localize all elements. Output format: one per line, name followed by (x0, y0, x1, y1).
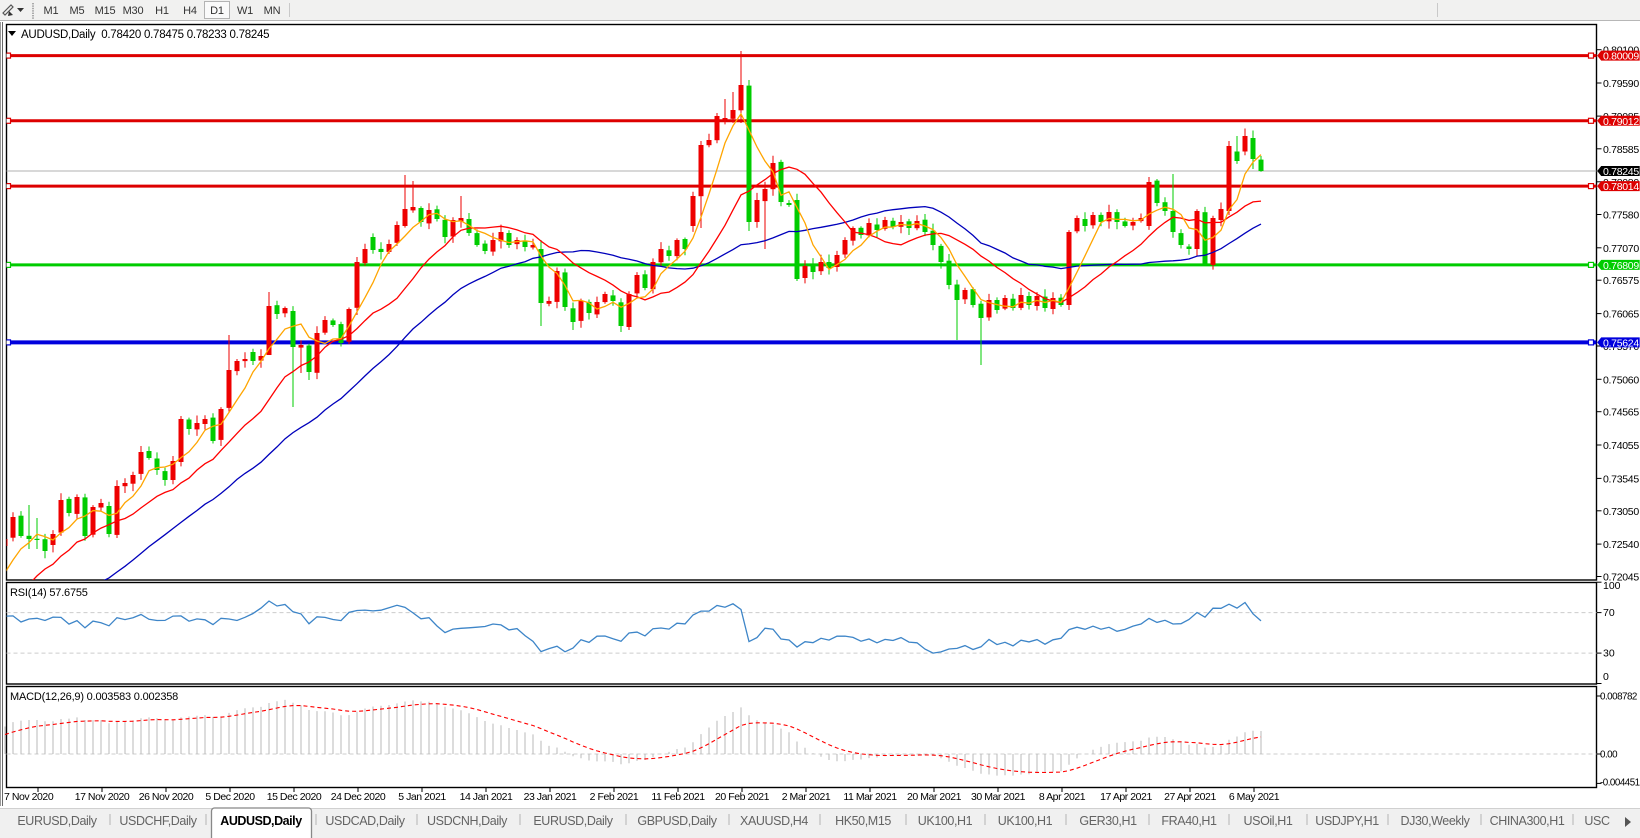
svg-text:UK100,H1: UK100,H1 (918, 814, 973, 828)
svg-text:23 Jan 2021: 23 Jan 2021 (524, 791, 577, 803)
svg-text:HK50,M15: HK50,M15 (835, 814, 891, 828)
svg-text:0.74055: 0.74055 (1603, 440, 1639, 452)
svg-text:30: 30 (1603, 648, 1615, 660)
svg-text:17 Apr 2021: 17 Apr 2021 (1100, 791, 1152, 803)
svg-text:30 Mar 2021: 30 Mar 2021 (971, 791, 1026, 803)
svg-text:0.008782: 0.008782 (1600, 692, 1637, 703)
svg-text:EURUSD,Daily: EURUSD,Daily (533, 814, 613, 828)
svg-text:MN: MN (264, 5, 281, 17)
svg-text:USC: USC (1584, 814, 1610, 828)
svg-text:M5: M5 (70, 5, 85, 17)
svg-text:GBPUSD,Daily: GBPUSD,Daily (637, 814, 717, 828)
svg-text:17 Nov 2020: 17 Nov 2020 (75, 791, 130, 803)
svg-text:24 Dec 2020: 24 Dec 2020 (331, 791, 386, 803)
svg-text:0.77580: 0.77580 (1603, 210, 1639, 222)
svg-text:H4: H4 (183, 5, 197, 17)
svg-text:0.76575: 0.76575 (1603, 275, 1639, 287)
svg-text:UK100,H1: UK100,H1 (998, 814, 1053, 828)
svg-text:6 May 2021: 6 May 2021 (1229, 791, 1280, 803)
svg-text:MACD(12,26,9) 0.003583 0.00235: MACD(12,26,9) 0.003583 0.002358 (10, 691, 178, 703)
svg-text:0.73050: 0.73050 (1603, 506, 1639, 518)
svg-text:7 Nov 2020: 7 Nov 2020 (4, 791, 54, 803)
svg-text:8 Apr 2021: 8 Apr 2021 (1039, 791, 1086, 803)
svg-text:0.76065: 0.76065 (1603, 309, 1639, 321)
svg-text:M1: M1 (44, 5, 59, 17)
svg-text:AUDUSD,Daily: AUDUSD,Daily (220, 814, 302, 828)
svg-text:5 Dec 2020: 5 Dec 2020 (205, 791, 255, 803)
svg-text:15 Dec 2020: 15 Dec 2020 (267, 791, 322, 803)
svg-text:0.73545: 0.73545 (1603, 473, 1639, 485)
svg-text:CHINA300,H1: CHINA300,H1 (1490, 814, 1565, 828)
svg-text:0.80009: 0.80009 (1603, 51, 1639, 63)
svg-text:0.78014: 0.78014 (1603, 181, 1639, 193)
svg-text:0: 0 (1603, 671, 1609, 683)
svg-text:0.75624: 0.75624 (1603, 337, 1639, 349)
svg-text:FRA40,H1: FRA40,H1 (1161, 814, 1217, 828)
svg-text:0.76809: 0.76809 (1603, 260, 1639, 272)
svg-text:27 Apr 2021: 27 Apr 2021 (1164, 791, 1216, 803)
svg-text:-0.004451: -0.004451 (1600, 778, 1640, 789)
svg-text:2 Feb 2021: 2 Feb 2021 (590, 791, 639, 803)
svg-text:0.74565: 0.74565 (1603, 407, 1639, 419)
svg-text:26 Nov 2020: 26 Nov 2020 (139, 791, 194, 803)
svg-text:0.00: 0.00 (1600, 750, 1618, 761)
svg-text:14 Jan 2021: 14 Jan 2021 (460, 791, 513, 803)
svg-text:0.79012: 0.79012 (1603, 116, 1639, 128)
svg-text:11 Feb 2021: 11 Feb 2021 (651, 791, 705, 803)
svg-text:5 Jan 2021: 5 Jan 2021 (398, 791, 446, 803)
svg-text:USDCNH,Daily: USDCNH,Daily (427, 814, 508, 828)
svg-text:M15: M15 (95, 5, 116, 17)
svg-text:EURUSD,Daily: EURUSD,Daily (17, 814, 97, 828)
svg-text:0.72540: 0.72540 (1603, 539, 1639, 551)
svg-text:0.78585: 0.78585 (1603, 144, 1639, 156)
svg-text:0.78245: 0.78245 (1603, 166, 1639, 178)
svg-text:W1: W1 (237, 5, 253, 17)
svg-text:20 Mar 2021: 20 Mar 2021 (907, 791, 962, 803)
svg-text:11 Mar 2021: 11 Mar 2021 (843, 791, 897, 803)
svg-text:0.75060: 0.75060 (1603, 374, 1639, 386)
svg-text:0.72045: 0.72045 (1603, 572, 1639, 584)
svg-text:0.77070: 0.77070 (1603, 243, 1639, 255)
svg-text:100: 100 (1603, 580, 1621, 592)
svg-text:0.79590: 0.79590 (1603, 78, 1639, 90)
svg-text:USDCAD,Daily: USDCAD,Daily (325, 814, 405, 828)
svg-text:AUDUSD,Daily 0.78420 0.78475: AUDUSD,Daily 0.78420 0.78475 0.78233 0.7… (21, 29, 269, 41)
svg-text:M30: M30 (123, 5, 144, 17)
svg-text:H1: H1 (155, 5, 169, 17)
svg-text:2 Mar 2021: 2 Mar 2021 (782, 791, 831, 803)
svg-text:XAUUSD,H4: XAUUSD,H4 (740, 814, 808, 828)
svg-text:USOil,H1: USOil,H1 (1244, 814, 1293, 828)
svg-text:DJ30,Weekly: DJ30,Weekly (1400, 814, 1470, 828)
svg-text:GER30,H1: GER30,H1 (1079, 814, 1137, 828)
svg-text:USDCHF,Daily: USDCHF,Daily (119, 814, 197, 828)
svg-text:D1: D1 (210, 5, 224, 17)
svg-text:RSI(14) 57.6755: RSI(14) 57.6755 (10, 587, 88, 599)
svg-text:70: 70 (1603, 607, 1615, 619)
svg-text:USDJPY,H1: USDJPY,H1 (1315, 814, 1379, 828)
svg-text:20 Feb 2021: 20 Feb 2021 (715, 791, 770, 803)
